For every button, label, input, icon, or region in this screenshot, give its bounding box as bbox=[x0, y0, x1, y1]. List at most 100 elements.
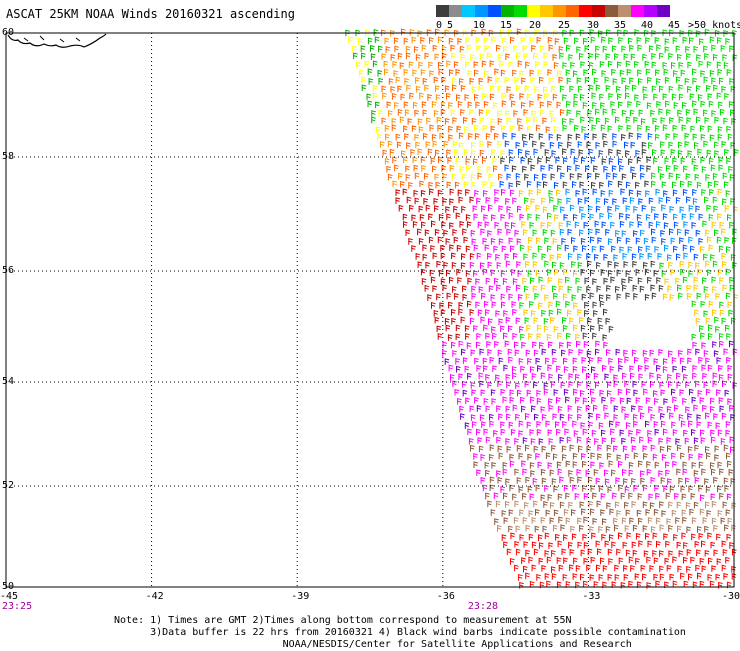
wind-barb bbox=[650, 284, 656, 292]
wind-barb bbox=[377, 69, 383, 77]
wind-barb bbox=[482, 268, 488, 276]
wind-barb bbox=[482, 92, 487, 100]
wind-barb bbox=[573, 430, 579, 437]
wind-barb bbox=[520, 333, 525, 341]
wind-barb bbox=[653, 390, 658, 397]
wind-barb bbox=[408, 61, 414, 68]
wind-barb bbox=[465, 397, 470, 405]
wind-barb bbox=[539, 581, 545, 589]
wind-barb bbox=[595, 108, 600, 116]
wind-barb bbox=[461, 253, 466, 260]
wind-barb bbox=[616, 293, 622, 301]
wind-barb bbox=[708, 157, 714, 165]
wind-barb bbox=[548, 77, 554, 84]
wind-barb bbox=[543, 61, 549, 68]
wind-barb bbox=[675, 438, 681, 445]
wind-barb bbox=[544, 237, 549, 244]
wind-barb bbox=[521, 557, 526, 564]
wind-barb bbox=[430, 157, 436, 165]
wind-barb bbox=[611, 581, 617, 588]
wind-barb bbox=[403, 68, 409, 76]
wind-speed-legend: 0 5 10 15 20 25 30 35 40 45 >50 knots bbox=[436, 5, 740, 31]
wind-barb bbox=[583, 516, 589, 524]
wind-barb bbox=[391, 124, 397, 132]
wind-barb bbox=[617, 388, 623, 396]
wind-barb bbox=[501, 100, 507, 107]
wind-barb bbox=[607, 60, 613, 68]
wind-barb bbox=[535, 508, 540, 516]
wind-barb bbox=[607, 205, 613, 213]
wind-barb bbox=[651, 236, 657, 244]
wind-barb bbox=[602, 108, 608, 116]
wind-barb bbox=[654, 125, 660, 132]
wind-barb bbox=[606, 172, 611, 180]
wind-barb bbox=[625, 150, 630, 157]
wind-barb bbox=[584, 197, 590, 204]
wind-barb bbox=[515, 525, 521, 533]
wind-barb bbox=[587, 172, 592, 180]
wind-barb bbox=[588, 476, 593, 484]
wind-barb bbox=[575, 164, 581, 172]
wind-barb bbox=[630, 166, 636, 173]
wind-barb bbox=[523, 253, 529, 261]
wind-barb bbox=[411, 245, 416, 252]
wind-barb bbox=[655, 580, 661, 588]
wind-barb bbox=[651, 61, 657, 69]
wind-barb bbox=[704, 196, 709, 204]
wind-barb bbox=[556, 189, 561, 197]
wind-barb bbox=[496, 44, 501, 52]
wind-barb bbox=[491, 461, 497, 469]
wind-barb bbox=[575, 581, 580, 589]
wind-barb bbox=[619, 69, 625, 77]
wind-barb bbox=[604, 76, 610, 84]
wind-barb bbox=[560, 172, 565, 179]
wind-barb bbox=[469, 196, 475, 204]
wind-barb bbox=[383, 60, 389, 68]
wind-barb bbox=[419, 92, 424, 100]
legend-swatch-7 bbox=[527, 5, 540, 17]
wind-barb bbox=[572, 461, 578, 468]
wind-barb bbox=[669, 205, 675, 213]
wind-barb bbox=[367, 37, 373, 45]
wind-barb bbox=[618, 532, 623, 539]
wind-barb bbox=[476, 45, 481, 52]
wind-barb bbox=[551, 573, 557, 580]
wind-barb bbox=[656, 100, 661, 108]
wind-barb bbox=[539, 109, 545, 117]
wind-barb bbox=[494, 68, 499, 75]
wind-barb bbox=[591, 245, 597, 253]
wind-barb bbox=[531, 541, 537, 549]
wind-barb bbox=[474, 357, 479, 365]
wind-barb bbox=[679, 357, 685, 365]
wind-barb bbox=[696, 181, 702, 189]
wind-barb bbox=[625, 292, 631, 300]
wind-barb bbox=[595, 228, 601, 236]
wind-barb bbox=[652, 149, 657, 156]
legend-label: 10 bbox=[473, 20, 486, 31]
wind-barb bbox=[463, 236, 469, 244]
wind-barb bbox=[405, 45, 411, 53]
wind-barb bbox=[526, 205, 531, 212]
wind-barb bbox=[723, 572, 729, 580]
wind-barb bbox=[645, 68, 651, 76]
wind-barb bbox=[699, 325, 704, 332]
wind-barb bbox=[723, 30, 729, 37]
wind-barb bbox=[672, 157, 677, 165]
wind-barb bbox=[459, 142, 464, 149]
wind-barb bbox=[626, 397, 632, 405]
wind-barb bbox=[647, 133, 653, 140]
wind-barb bbox=[707, 93, 713, 100]
wind-barb bbox=[725, 190, 731, 197]
wind-barb bbox=[569, 444, 575, 452]
wind-barb bbox=[654, 428, 660, 436]
wind-barb bbox=[686, 284, 692, 292]
wind-barb bbox=[707, 532, 712, 540]
wind-barb bbox=[666, 518, 672, 525]
wind-barb bbox=[474, 69, 479, 77]
wind-barb bbox=[559, 85, 565, 93]
wind-barb bbox=[589, 574, 595, 581]
wind-barb bbox=[523, 140, 528, 148]
wind-barb bbox=[622, 253, 628, 260]
wind-barb bbox=[654, 398, 659, 405]
wind-barb bbox=[625, 92, 630, 100]
